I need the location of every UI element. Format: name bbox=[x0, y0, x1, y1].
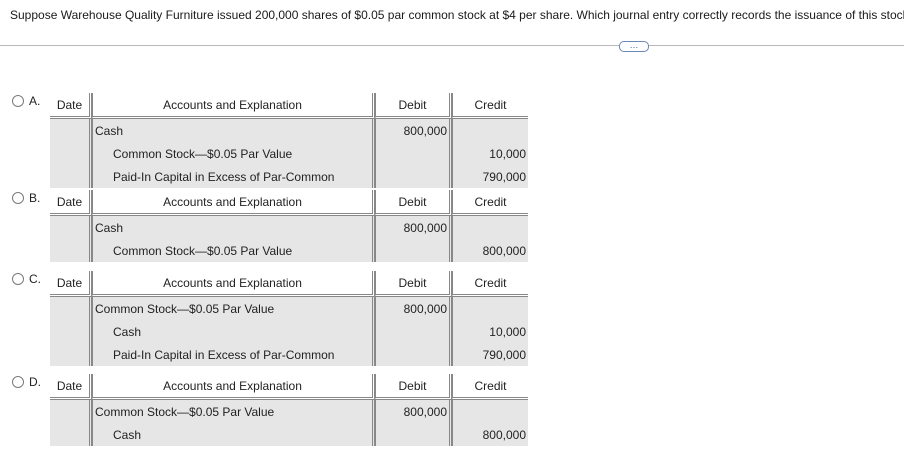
table-row: Common Stock—$0.05 Par Value 800,000 bbox=[50, 400, 528, 423]
table-row: Cash 800,000 bbox=[50, 423, 528, 446]
header-credit: Credit bbox=[452, 93, 528, 119]
option-letter[interactable]: C. bbox=[29, 272, 41, 286]
debit-cell bbox=[375, 343, 452, 366]
radio-button[interactable] bbox=[12, 95, 24, 107]
divider bbox=[0, 45, 904, 46]
header-account: Accounts and Explanation bbox=[92, 190, 375, 216]
credit-cell bbox=[452, 119, 528, 142]
header-date: Date bbox=[50, 190, 92, 216]
radio-button[interactable] bbox=[12, 192, 24, 204]
header-date: Date bbox=[50, 374, 92, 400]
debit-cell bbox=[375, 320, 452, 343]
account-cell: Common Stock—$0.05 Par Value bbox=[92, 142, 375, 165]
credit-cell bbox=[452, 216, 528, 239]
radio-button[interactable] bbox=[12, 273, 24, 285]
credit-cell bbox=[452, 400, 528, 423]
table-row: Cash 800,000 bbox=[50, 119, 528, 142]
credit-cell bbox=[452, 297, 528, 320]
more-button[interactable]: … bbox=[619, 41, 649, 52]
journal-table: Date Accounts and Explanation Debit Credit C… bbox=[50, 93, 528, 188]
journal-table: Date Accounts and Explanation Debit Credit C… bbox=[50, 271, 528, 366]
header-date: Date bbox=[50, 271, 92, 297]
table-row: Common Stock—$0.05 Par Value 10,000 bbox=[50, 142, 528, 165]
header-account: Accounts and Explanation bbox=[92, 374, 375, 400]
table-row: Paid-In Capital in Excess of Par-Common 7… bbox=[50, 343, 528, 366]
header-debit: Debit bbox=[375, 374, 452, 400]
debit-cell: 800,000 bbox=[375, 297, 452, 320]
date-cell bbox=[50, 297, 92, 320]
table-header-row: Date Accounts and Explanation Debit Credit bbox=[50, 190, 528, 216]
header-credit: Credit bbox=[452, 271, 528, 297]
journal-table: Date Accounts and Explanation Debit Credit C… bbox=[50, 190, 528, 262]
question-text: Suppose Warehouse Quality Furniture issu… bbox=[10, 8, 904, 22]
header-credit: Credit bbox=[452, 374, 528, 400]
debit-cell bbox=[375, 165, 452, 188]
debit-cell: 800,000 bbox=[375, 400, 452, 423]
header-account: Accounts and Explanation bbox=[92, 93, 375, 119]
table-row: Cash 10,000 bbox=[50, 320, 528, 343]
credit-cell: 790,000 bbox=[452, 343, 528, 366]
option-letter[interactable]: B. bbox=[29, 191, 41, 205]
account-cell: Cash bbox=[92, 119, 375, 142]
account-cell: Cash bbox=[92, 320, 375, 343]
date-cell bbox=[50, 239, 92, 262]
table-header-row: Date Accounts and Explanation Debit Credit bbox=[50, 93, 528, 119]
date-cell bbox=[50, 119, 92, 142]
debit-cell bbox=[375, 239, 452, 262]
account-cell: Paid-In Capital in Excess of Par-Common bbox=[92, 343, 375, 366]
radio-button[interactable] bbox=[12, 376, 24, 388]
credit-cell: 790,000 bbox=[452, 165, 528, 188]
date-cell bbox=[50, 343, 92, 366]
account-cell: Common Stock—$0.05 Par Value bbox=[92, 297, 375, 320]
account-cell: Cash bbox=[92, 216, 375, 239]
date-cell bbox=[50, 216, 92, 239]
debit-cell bbox=[375, 142, 452, 165]
table-header-row: Date Accounts and Explanation Debit Credit bbox=[50, 374, 528, 400]
header-credit: Credit bbox=[452, 190, 528, 216]
table-row: Common Stock—$0.05 Par Value 800,000 bbox=[50, 297, 528, 320]
date-cell bbox=[50, 423, 92, 446]
account-cell: Common Stock—$0.05 Par Value bbox=[92, 239, 375, 262]
credit-cell: 800,000 bbox=[452, 423, 528, 446]
header-debit: Debit bbox=[375, 271, 452, 297]
account-cell: Common Stock—$0.05 Par Value bbox=[92, 400, 375, 423]
table-row: Paid-In Capital in Excess of Par-Common 7… bbox=[50, 165, 528, 188]
credit-cell: 10,000 bbox=[452, 142, 528, 165]
header-debit: Debit bbox=[375, 93, 452, 119]
date-cell bbox=[50, 400, 92, 423]
header-debit: Debit bbox=[375, 190, 452, 216]
option-letter[interactable]: D. bbox=[29, 375, 41, 389]
header-date: Date bbox=[50, 93, 92, 119]
credit-cell: 800,000 bbox=[452, 239, 528, 262]
header-account: Accounts and Explanation bbox=[92, 271, 375, 297]
debit-cell: 800,000 bbox=[375, 119, 452, 142]
account-cell: Paid-In Capital in Excess of Par-Common bbox=[92, 165, 375, 188]
credit-cell: 10,000 bbox=[452, 320, 528, 343]
account-cell: Cash bbox=[92, 423, 375, 446]
table-header-row: Date Accounts and Explanation Debit Credit bbox=[50, 271, 528, 297]
option-letter[interactable]: A. bbox=[29, 94, 41, 108]
date-cell bbox=[50, 320, 92, 343]
journal-table: Date Accounts and Explanation Debit Credit C… bbox=[50, 374, 528, 446]
table-row: Common Stock—$0.05 Par Value 800,000 bbox=[50, 239, 528, 262]
debit-cell bbox=[375, 423, 452, 446]
date-cell bbox=[50, 142, 92, 165]
table-row: Cash 800,000 bbox=[50, 216, 528, 239]
date-cell bbox=[50, 165, 92, 188]
debit-cell: 800,000 bbox=[375, 216, 452, 239]
